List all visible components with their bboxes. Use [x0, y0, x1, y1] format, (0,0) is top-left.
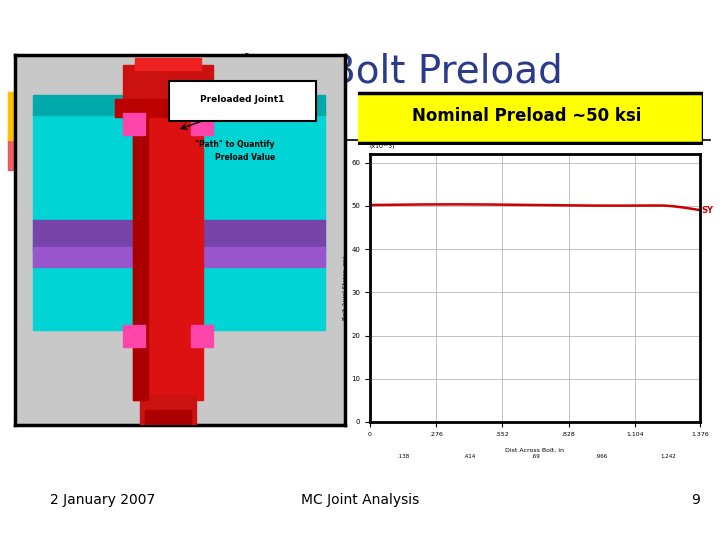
Text: Nominal Preload ~50 ksi: Nominal Preload ~50 ksi [413, 107, 642, 125]
Bar [33, 110, 133, 225]
Text: .69: .69 [531, 455, 540, 460]
Y-axis label: Bolt Axial Stress, psi: Bolt Axial Stress, psi [343, 256, 348, 320]
Bar [8, 135, 53, 170]
Bar [8, 92, 60, 140]
Text: MC Joint Analysis: MC Joint Analysis [301, 493, 419, 507]
Text: SY: SY [702, 206, 714, 215]
Bar [133, 70, 203, 400]
Bar [191, 113, 213, 135]
Text: 1.242: 1.242 [660, 455, 676, 460]
Bar [123, 65, 213, 107]
Bar [123, 325, 145, 347]
Bar [133, 70, 148, 400]
Text: 2 January 2007: 2 January 2007 [50, 493, 156, 507]
Bar [115, 99, 221, 117]
Bar [33, 247, 325, 267]
Text: Preload Value: Preload Value [215, 153, 275, 162]
Bar [33, 235, 133, 330]
Text: (x10^3): (x10^3) [370, 144, 395, 149]
Bar [135, 58, 201, 70]
Bar [190, 95, 325, 115]
Bar [145, 410, 191, 425]
X-axis label: Dist Across Bolt, in: Dist Across Bolt, in [505, 448, 564, 453]
Text: .966: .966 [595, 455, 608, 460]
Bar [140, 395, 196, 425]
Text: 9: 9 [691, 493, 700, 507]
FancyBboxPatch shape [354, 93, 703, 143]
Bar [190, 235, 325, 330]
Bar [191, 325, 213, 347]
Bar [123, 113, 145, 135]
Text: .138: .138 [397, 455, 409, 460]
FancyBboxPatch shape [169, 81, 316, 121]
Text: "Path" to Quantify: "Path" to Quantify [195, 140, 275, 149]
Text: .414: .414 [463, 455, 475, 460]
Text: Joint1 Bolt Preload: Joint1 Bolt Preload [207, 53, 563, 91]
Bar [48, 135, 96, 170]
Bar [33, 220, 325, 250]
Text: Preloaded Joint1: Preloaded Joint1 [200, 96, 284, 105]
Bar [190, 110, 325, 225]
Bar [33, 95, 133, 115]
